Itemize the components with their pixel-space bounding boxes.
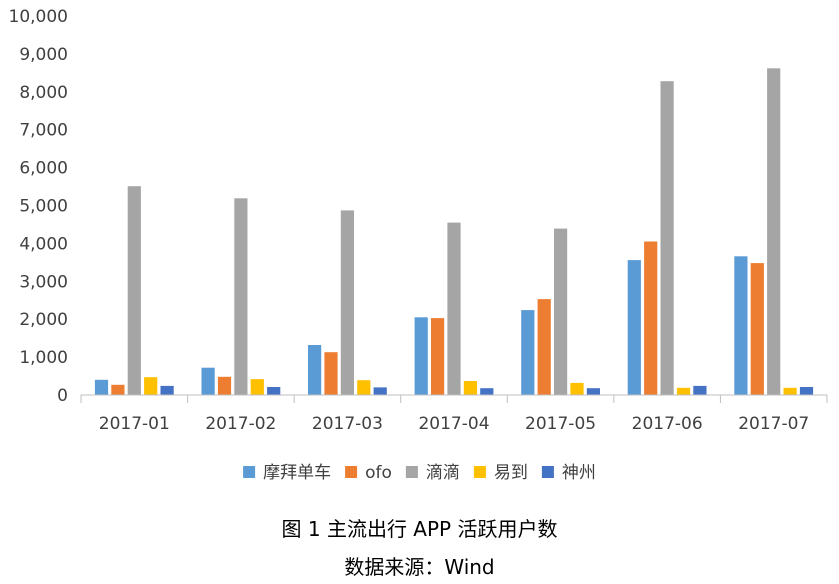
- bar: [644, 241, 658, 395]
- bar: [767, 68, 781, 396]
- bar: [447, 222, 461, 395]
- y-tick-label: 3,000: [19, 272, 68, 292]
- bar: [734, 256, 748, 395]
- y-tick-label: 1,000: [19, 348, 68, 368]
- y-tick-label: 6,000: [19, 159, 68, 179]
- bar: [783, 387, 797, 395]
- bar: [217, 376, 232, 395]
- bar: [267, 387, 281, 395]
- legend-label: ofo: [365, 463, 392, 483]
- bar: [127, 186, 141, 395]
- x-tick-label: 2017-01: [99, 414, 170, 434]
- legend-swatch: [473, 466, 486, 478]
- bar: [201, 367, 215, 395]
- bar: [521, 310, 535, 395]
- x-axis: 2017-01 2017-02 2017-03 2017-04 2017-05 2017-…: [80, 394, 828, 434]
- x-tick-label: 2017-04: [418, 414, 489, 434]
- x-tick-label: 2017-06: [632, 414, 703, 434]
- legend-swatch: [405, 466, 418, 478]
- bar: [570, 382, 584, 395]
- legend-label: 摩拜单车: [263, 463, 331, 483]
- x-tick-label: 2017-05: [525, 414, 596, 434]
- y-tick-label: 7,000: [19, 121, 68, 141]
- legend-label: 易到: [494, 463, 528, 483]
- bar: [414, 317, 428, 395]
- bar: [586, 388, 600, 395]
- y-tick-label: 8,000: [19, 83, 68, 103]
- bars: [94, 68, 814, 396]
- x-tick-label: 2017-02: [205, 414, 276, 434]
- bar: [111, 384, 125, 395]
- y-tick-label: 4,000: [19, 234, 68, 254]
- bar: [676, 387, 691, 395]
- y-axis-ticks: 0 1,000 2,000 3,000 4,000 5,000 6,000 7,000 8,00…: [9, 7, 68, 406]
- bar: [693, 385, 707, 395]
- bar: [480, 388, 494, 395]
- y-tick-label: 0: [57, 386, 68, 406]
- x-tick-label: 2017-07: [738, 414, 809, 434]
- bar: [324, 352, 338, 395]
- legend-swatch: [243, 466, 256, 478]
- bar: [373, 387, 387, 395]
- bar: [357, 380, 371, 395]
- y-tick-label: 9,000: [19, 45, 68, 65]
- bar: [431, 318, 445, 395]
- bar: [660, 81, 674, 395]
- legend-swatch: [345, 466, 358, 478]
- y-tick-label: 2,000: [19, 310, 68, 330]
- figure-caption: 图 1 主流出行 APP 活跃用户数: [281, 517, 558, 541]
- legend-label: 神州: [562, 463, 596, 483]
- bar: [250, 379, 264, 395]
- legend: 摩拜单车 ofo 滴滴 易到 神州: [243, 463, 596, 483]
- bar: [750, 263, 764, 395]
- bar: [463, 381, 477, 395]
- x-tick-label: 2017-03: [312, 414, 383, 434]
- legend-label: 滴滴: [426, 463, 460, 483]
- bar: [537, 299, 551, 395]
- y-tick-label: 10,000: [9, 7, 68, 27]
- bar: [160, 385, 174, 395]
- bar: [308, 345, 322, 395]
- y-tick-label: 5,000: [19, 197, 68, 217]
- bar: [799, 387, 814, 395]
- bar: [94, 379, 109, 395]
- legend-swatch: [541, 466, 554, 478]
- bar: [627, 260, 641, 395]
- bar: [554, 228, 568, 395]
- data-source: 数据来源：Wind: [344, 555, 495, 579]
- bar-chart: 0 1,000 2,000 3,000 4,000 5,000 6,000 7,000 8,00…: [9, 7, 828, 483]
- bar: [234, 198, 248, 395]
- bar: [340, 210, 354, 395]
- bar: [144, 377, 158, 395]
